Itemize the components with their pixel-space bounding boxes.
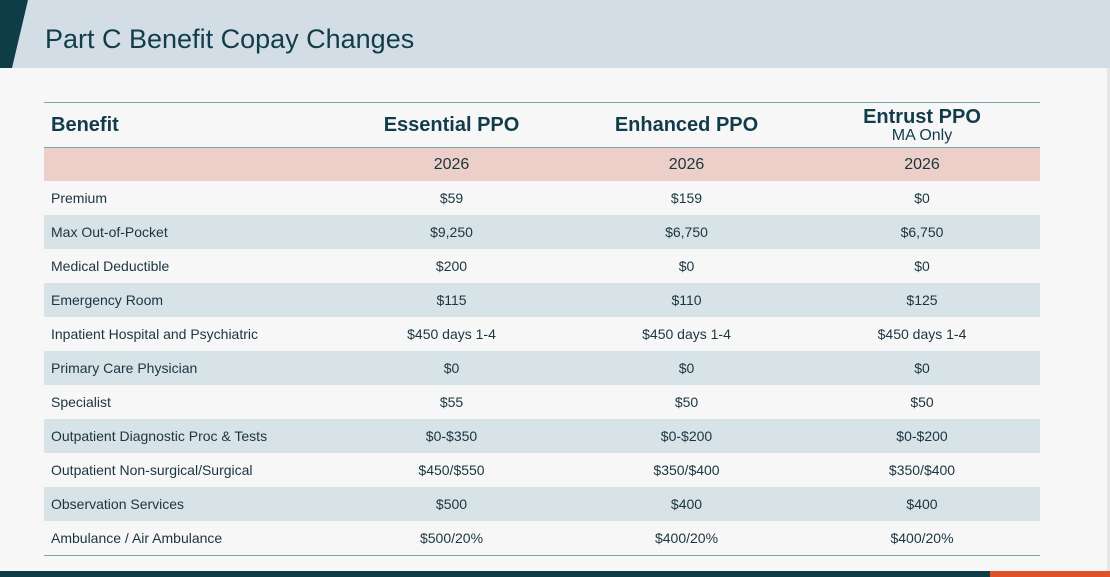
benefit-value-cell: $400/20%: [569, 521, 804, 556]
table-row: Premium $59 $159 $0: [44, 181, 1040, 215]
column-header-entrust-ppo: Entrust PPO MA Only: [804, 102, 1040, 148]
benefit-label: Observation Services: [44, 487, 334, 521]
benefit-label: Emergency Room: [44, 283, 334, 317]
column-header-enhanced-ppo: Enhanced PPO: [569, 102, 804, 148]
plan-name: Enhanced PPO: [614, 114, 759, 136]
table-row: Ambulance / Air Ambulance $500/20% $400/20…: [44, 521, 1040, 556]
benefit-value-cell: $50: [569, 385, 804, 419]
plan-name: Essential PPO: [383, 114, 520, 136]
year-cell: 2026: [804, 147, 1040, 181]
benefit-value-cell: $0: [334, 351, 569, 385]
table-row: Observation Services $500 $400 $400: [44, 487, 1040, 521]
footer-accent: [990, 571, 1110, 577]
benefit-value-cell: $400/20%: [804, 521, 1040, 556]
benefit-label: Ambulance / Air Ambulance: [44, 521, 334, 556]
year-row: 2026 2026 2026: [44, 147, 1040, 181]
benefit-value-cell: $450 days 1-4: [804, 317, 1040, 351]
benefit-value-cell: $115: [334, 283, 569, 317]
benefit-label: Outpatient Diagnostic Proc & Tests: [44, 419, 334, 453]
benefit-value-cell: $500/20%: [334, 521, 569, 556]
benefit-value-cell: $0: [804, 351, 1040, 385]
benefit-value-cell: $0: [569, 249, 804, 283]
benefit-label: Outpatient Non-surgical/Surgical: [44, 453, 334, 487]
benefit-value-cell: $50: [804, 385, 1040, 419]
column-header-essential-ppo: Essential PPO: [334, 102, 569, 148]
column-header-benefit: Benefit: [44, 102, 334, 148]
benefit-label: Max Out-of-Pocket: [44, 215, 334, 249]
benefit-value-cell: $9,250: [334, 215, 569, 249]
benefit-value-cell: $0-$200: [569, 419, 804, 453]
benefit-label: Specialist: [44, 385, 334, 419]
benefit-value-cell: $55: [334, 385, 569, 419]
benefit-value-cell: $350/$400: [804, 453, 1040, 487]
benefit-label: Medical Deductible: [44, 249, 334, 283]
benefit-value-cell: $6,750: [804, 215, 1040, 249]
benefit-table-container: Benefit Essential PPO Enhanced PPO Entru…: [44, 102, 1040, 556]
table-row: Specialist $55 $50 $50: [44, 385, 1040, 419]
benefit-value-cell: $0-$350: [334, 419, 569, 453]
title-band: [0, 0, 1110, 68]
benefit-value-cell: $0-$200: [804, 419, 1040, 453]
benefit-copay-table: Benefit Essential PPO Enhanced PPO Entru…: [44, 102, 1040, 556]
benefit-value-cell: $0: [569, 351, 804, 385]
year-cell: 2026: [334, 147, 569, 181]
benefit-value-cell: $400: [804, 487, 1040, 521]
table-row: Medical Deductible $200 $0 $0: [44, 249, 1040, 283]
benefit-value-cell: $110: [569, 283, 804, 317]
benefit-value-cell: $6,750: [569, 215, 804, 249]
benefit-value-cell: $159: [569, 181, 804, 215]
benefit-label: Inpatient Hospital and Psychiatric: [44, 317, 334, 351]
table-row: Inpatient Hospital and Psychiatric $450 d…: [44, 317, 1040, 351]
table-row: Outpatient Diagnostic Proc & Tests $0-$35…: [44, 419, 1040, 453]
benefit-label: Premium: [44, 181, 334, 215]
benefit-value-cell: $0: [804, 249, 1040, 283]
slide-title: Part C Benefit Copay Changes: [45, 24, 415, 54]
table-row: Max Out-of-Pocket $9,250 $6,750 $6,750: [44, 215, 1040, 249]
benefit-value-cell: $125: [804, 283, 1040, 317]
footer-bar: [0, 571, 990, 577]
slide-edge: [1107, 68, 1110, 571]
benefit-value-cell: $200: [334, 249, 569, 283]
benefit-value-cell: $450 days 1-4: [569, 317, 804, 351]
plan-name: Entrust PPO: [863, 106, 981, 128]
benefit-value-cell: $350/$400: [569, 453, 804, 487]
benefit-value-cell: $400: [569, 487, 804, 521]
benefit-value-cell: $450 days 1-4: [334, 317, 569, 351]
benefit-value-cell: $500: [334, 487, 569, 521]
year-cell: 2026: [569, 147, 804, 181]
table-row: Emergency Room $115 $110 $125: [44, 283, 1040, 317]
table-header-row: Benefit Essential PPO Enhanced PPO Entru…: [44, 102, 1040, 148]
benefit-label: Primary Care Physician: [44, 351, 334, 385]
table-row: Primary Care Physician $0 $0 $0: [44, 351, 1040, 385]
table-row: Outpatient Non-surgical/Surgical $450/$55…: [44, 453, 1040, 487]
benefit-value-cell: $450/$550: [334, 453, 569, 487]
benefit-value-cell: $0: [804, 181, 1040, 215]
benefit-value-cell: $59: [334, 181, 569, 215]
year-cell-empty: [44, 147, 334, 181]
plan-subtitle: MA Only: [891, 127, 953, 144]
